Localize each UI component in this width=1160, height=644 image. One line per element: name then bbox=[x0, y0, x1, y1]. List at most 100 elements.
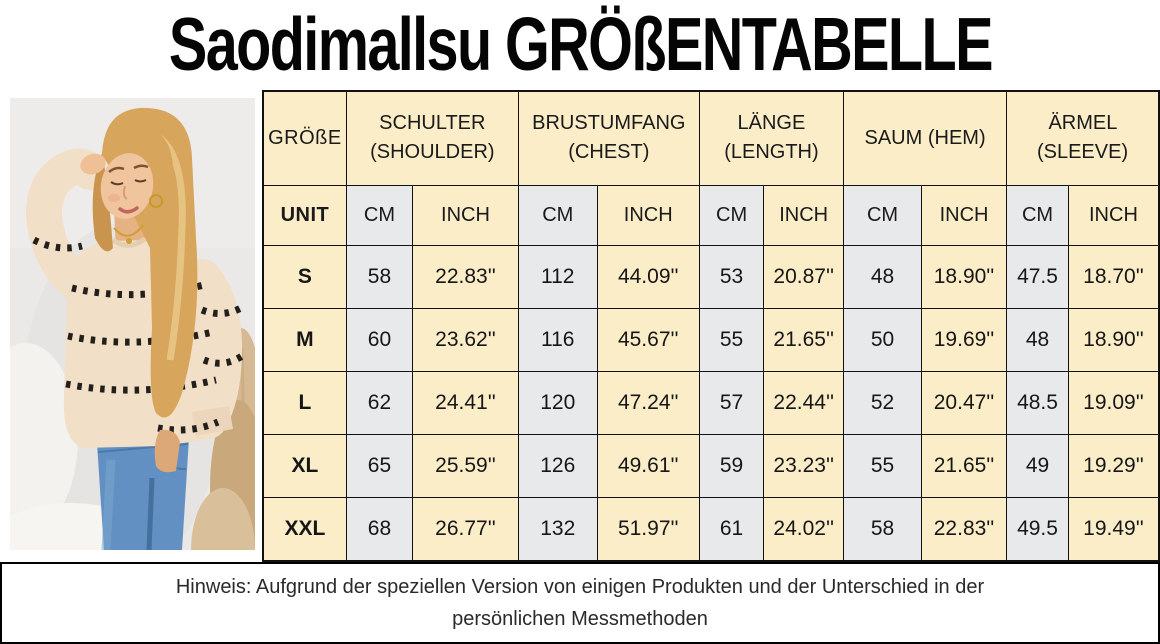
cm-value: 47.5 bbox=[1006, 244, 1069, 309]
inch-value: 19.09'' bbox=[1067, 370, 1160, 436]
cm-value: 120 bbox=[517, 370, 598, 436]
column-header-brustumfang: BRUSTUMFANG (CHEST) bbox=[517, 90, 700, 186]
sweater-stripes bbox=[32, 236, 244, 434]
cm-value: 48 bbox=[1006, 307, 1069, 372]
unit-cm-laenge: CM bbox=[698, 184, 765, 246]
size-row-m: M 60 23.62'' 116 45.67'' 55 21.65'' 50 19.69'' 48… bbox=[262, 307, 1160, 372]
unit-inch-schulter: INCH bbox=[412, 184, 519, 246]
cm-value: 48.5 bbox=[1006, 370, 1069, 436]
inch-value: 25.59'' bbox=[412, 434, 519, 499]
inch-value: 26.77'' bbox=[412, 497, 519, 562]
cm-value: 50 bbox=[843, 307, 922, 372]
main-content: GRÖßE SCHULTER (SHOULDER) BRUSTUMFANG (C… bbox=[0, 90, 1160, 562]
cm-value: 49.5 bbox=[1006, 497, 1069, 562]
size-row-s: S 58 22.83'' 112 44.09'' 53 20.87'' 48 18.90'' 47… bbox=[262, 244, 1160, 309]
model-figure bbox=[26, 107, 244, 550]
inch-value: 44.09'' bbox=[596, 244, 700, 309]
inch-value: 20.47'' bbox=[920, 370, 1008, 436]
cm-value: 48 bbox=[843, 244, 922, 309]
cm-value: 62 bbox=[345, 370, 414, 436]
inch-value: 18.90'' bbox=[1067, 307, 1160, 372]
inch-value: 49.61'' bbox=[596, 434, 700, 499]
note-box: Hinweis: Aufgrund der speziellen Version… bbox=[0, 562, 1160, 644]
inch-value: 23.23'' bbox=[763, 434, 845, 499]
inch-value: 19.29'' bbox=[1067, 434, 1160, 499]
cm-value: 126 bbox=[517, 434, 598, 499]
inch-value: 22.83'' bbox=[920, 497, 1008, 562]
measurement-name-de: SCHULTER bbox=[379, 112, 486, 135]
inch-value: 22.83'' bbox=[412, 244, 519, 309]
inch-value: 19.49'' bbox=[1067, 497, 1160, 562]
size-label: M bbox=[262, 307, 347, 372]
measurement-header-row: GRÖßE SCHULTER (SHOULDER) BRUSTUMFANG (C… bbox=[262, 90, 1160, 186]
cm-value: 116 bbox=[517, 307, 598, 372]
column-header-schulter: SCHULTER (SHOULDER) bbox=[345, 90, 519, 186]
inch-value: 23.62'' bbox=[412, 307, 519, 372]
size-label: S bbox=[262, 244, 347, 309]
column-header-saum: SAUM (HEM) bbox=[843, 90, 1008, 186]
inch-value: 45.67'' bbox=[596, 307, 700, 372]
unit-row-header: UNIT bbox=[262, 184, 347, 246]
model-head bbox=[92, 107, 198, 418]
unit-inch-brustumfang: INCH bbox=[596, 184, 700, 246]
measurement-name-en: (HEM) bbox=[927, 126, 986, 149]
cm-value: 58 bbox=[345, 244, 414, 309]
inch-value: 47.24'' bbox=[596, 370, 700, 436]
cm-value: 55 bbox=[843, 434, 922, 499]
size-label: XL bbox=[262, 434, 347, 499]
unit-cm-brustumfang: CM bbox=[517, 184, 598, 246]
size-row-l: L 62 24.41'' 120 47.24'' 57 22.44'' 52 20.47'' 48… bbox=[262, 370, 1160, 436]
cm-value: 61 bbox=[698, 497, 765, 562]
unit-cm-schulter: CM bbox=[345, 184, 414, 246]
inch-value: 21.65'' bbox=[763, 307, 845, 372]
measurement-name-en: (LENGTH) bbox=[724, 141, 819, 164]
column-header-aermel: ÄRMEL (SLEEVE) bbox=[1006, 90, 1160, 186]
inch-value: 18.90'' bbox=[920, 244, 1008, 309]
measurement-name-en: (SLEEVE) bbox=[1036, 141, 1129, 164]
unit-cm-aermel: CM bbox=[1006, 184, 1069, 246]
inch-value: 20.87'' bbox=[763, 244, 845, 309]
cm-value: 52 bbox=[843, 370, 922, 436]
measurement-name-de: BRUSTUMFANG bbox=[532, 112, 686, 135]
inch-value: 19.69'' bbox=[920, 307, 1008, 372]
inch-value: 21.65'' bbox=[920, 434, 1008, 499]
size-chart-table: GRÖßE SCHULTER (SHOULDER) BRUSTUMFANG (C… bbox=[262, 90, 1160, 562]
measurement-name-en: (CHEST) bbox=[568, 141, 650, 164]
product-photo bbox=[10, 98, 255, 550]
inch-value: 22.44'' bbox=[763, 370, 845, 436]
measurement-name-de: SAUM bbox=[864, 126, 923, 149]
inch-value: 24.41'' bbox=[412, 370, 519, 436]
cm-value: 59 bbox=[698, 434, 765, 499]
unit-inch-saum: INCH bbox=[920, 184, 1008, 246]
page-title: Saodimallsu GRÖßENTABELLE bbox=[168, 3, 993, 88]
measurement-name-de: ÄRMEL bbox=[1048, 112, 1117, 135]
inch-value: 51.97'' bbox=[596, 497, 700, 562]
inch-value: 18.70'' bbox=[1067, 244, 1160, 309]
cm-value: 55 bbox=[698, 307, 765, 372]
size-row-xl: XL 65 25.59'' 126 49.61'' 59 23.23'' 55 21.65'' 4… bbox=[262, 434, 1160, 499]
cm-value: 58 bbox=[843, 497, 922, 562]
measurement-name-de: LÄNGE bbox=[737, 112, 806, 135]
product-photo-wrap bbox=[0, 90, 262, 562]
unit-cm-saum: CM bbox=[843, 184, 922, 246]
unit-inch-laenge: INCH bbox=[763, 184, 845, 246]
title-bar: Saodimallsu GRÖßENTABELLE bbox=[0, 0, 1160, 90]
column-header-laenge: LÄNGE (LENGTH) bbox=[698, 90, 845, 186]
inch-value: 24.02'' bbox=[763, 497, 845, 562]
cm-value: 60 bbox=[345, 307, 414, 372]
size-column-header: GRÖßE bbox=[262, 90, 347, 186]
note-text: Hinweis: Aufgrund der speziellen Version… bbox=[175, 576, 985, 630]
cm-value: 53 bbox=[698, 244, 765, 309]
size-label: XXL bbox=[262, 497, 347, 562]
cm-value: 132 bbox=[517, 497, 598, 562]
size-table-body: S 58 22.83'' 112 44.09'' 53 20.87'' 48 18.90'' 47… bbox=[262, 244, 1160, 562]
cm-value: 68 bbox=[345, 497, 414, 562]
cm-value: 65 bbox=[345, 434, 414, 499]
cm-value: 49 bbox=[1006, 434, 1069, 499]
measurement-name-en: (SHOULDER) bbox=[370, 141, 495, 164]
unit-row: UNIT CM INCH CM INCH CM INCH CM INCH CM … bbox=[262, 184, 1160, 246]
size-row-xxl: XXL 68 26.77'' 132 51.97'' 61 24.02'' 58 22.83''… bbox=[262, 497, 1160, 562]
size-label: L bbox=[262, 370, 347, 436]
cm-value: 112 bbox=[517, 244, 598, 309]
